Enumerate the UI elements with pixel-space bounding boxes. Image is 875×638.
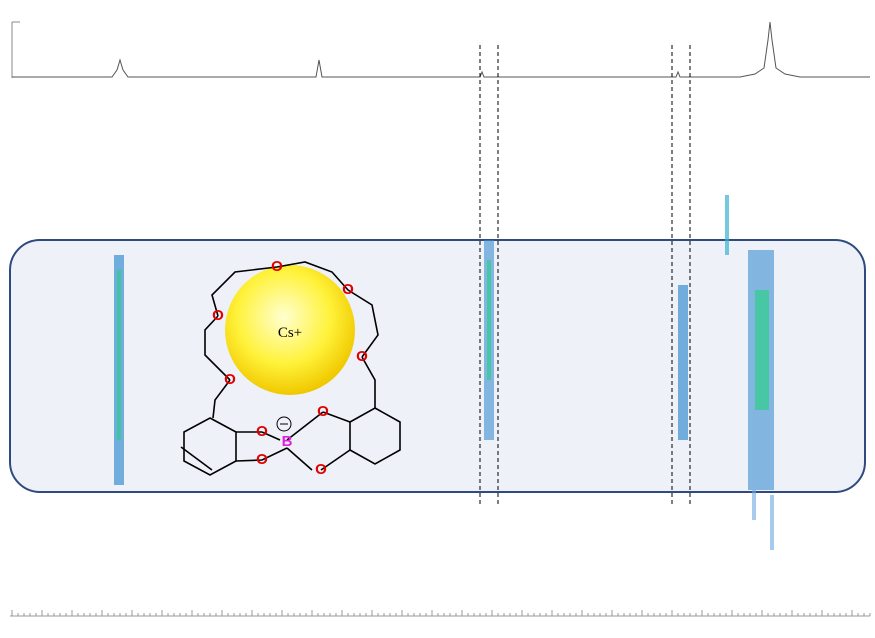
oxygen-atom: O [315,461,327,478]
oxygen-atom: O [256,451,268,468]
oxygen-atom: O [224,371,236,388]
dosy-signals [114,195,774,550]
oxygen-atom: O [317,403,329,420]
cesium-ion [225,265,355,395]
boron-atom: B [282,433,293,450]
oxygen-atom: O [212,307,224,324]
oxygen-atom: O [342,281,354,298]
cation-label: Cs+ [278,325,302,341]
highlight-panel [9,239,866,493]
oxygen-atom: O [256,423,268,440]
oxygen-atom: O [271,258,283,275]
spectrum-1d [11,21,870,78]
oxygen-atom: O [356,348,368,365]
x-axis [10,610,871,617]
